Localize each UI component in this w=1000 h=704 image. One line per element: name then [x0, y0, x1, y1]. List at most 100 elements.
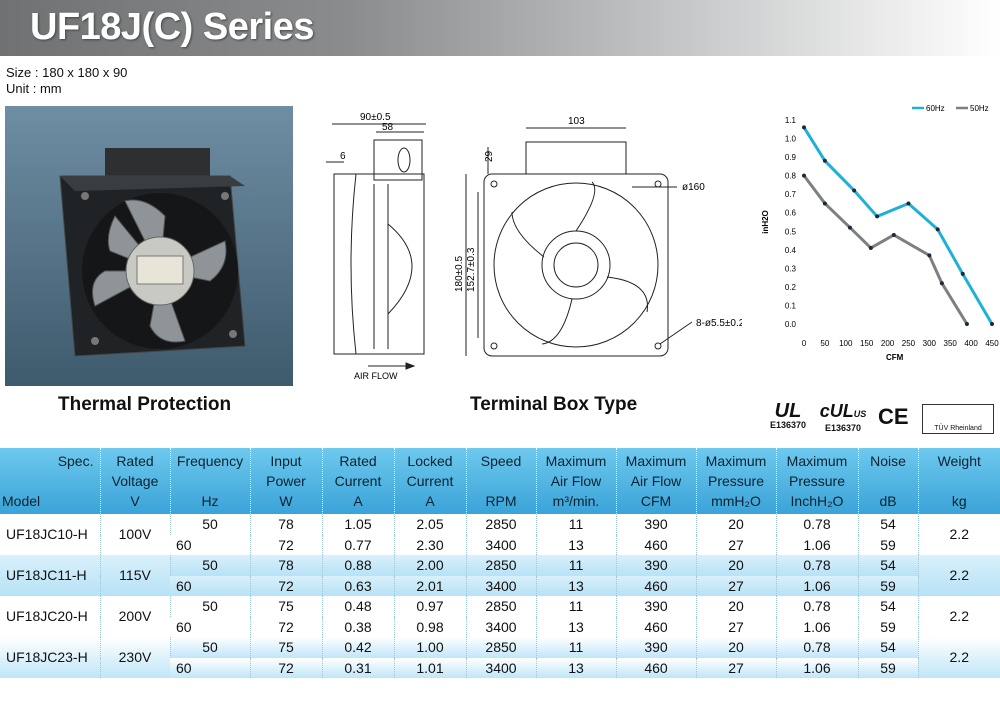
header-model: Model — [2, 493, 41, 509]
size-label: Size : 180 x 180 x 90 — [6, 65, 128, 80]
cell-airflow-m3: 11 — [535, 514, 616, 535]
cell-noise: 54 — [857, 637, 918, 658]
page-title: UF18J(C) Series — [30, 6, 314, 48]
x-tick-label: 200 — [881, 339, 895, 348]
tuv-mark-label: TÜV Rheinland — [934, 425, 982, 432]
cell-model: UF18JC10-H — [0, 514, 100, 555]
data-point — [939, 281, 944, 286]
y-tick-label: 0.7 — [785, 190, 797, 199]
ul-cert-1: UL E136370 — [769, 400, 807, 430]
cell-airflow-m3: 13 — [535, 534, 616, 555]
caption-terminal: Terminal Box Type — [470, 394, 638, 415]
cell-weight: 2.2 — [917, 555, 1000, 596]
title-banner: UF18J(C) Series — [0, 0, 1000, 56]
cell-power: 75 — [249, 637, 322, 658]
table-row: UF18JC20-H 200V 50 75 0.48 0.97 2850 11 390 20 0.7… — [0, 596, 1000, 637]
cell-noise: 59 — [857, 616, 918, 637]
cell-airflow-cfm: 390 — [615, 596, 696, 617]
cell-pressure-in: 0.78 — [775, 596, 858, 617]
cell-frequency: 50 — [169, 555, 250, 576]
cell-voltage: 115V — [99, 555, 170, 596]
y-tick-label: 0.5 — [785, 227, 797, 236]
ul-cert-2: cULUS E136370 — [819, 401, 867, 433]
dim-front-diameter: ø160 — [682, 182, 705, 193]
cell-speed: 3400 — [465, 616, 536, 637]
data-point — [875, 214, 880, 219]
cell-pressure-mm: 27 — [695, 616, 776, 637]
data-point — [802, 125, 806, 130]
data-point — [960, 271, 965, 276]
cell-frequency: 60 — [170, 657, 250, 678]
cell-voltage: 230V — [99, 637, 170, 678]
series-line — [802, 174, 969, 325]
series-line — [802, 126, 994, 325]
cell-power: 72 — [249, 616, 322, 637]
cell-noise: 54 — [857, 596, 918, 617]
cell-airflow-m3: 11 — [535, 555, 616, 576]
cell-speed: 2850 — [465, 514, 536, 535]
cell-current: 0.38 — [321, 616, 394, 637]
data-point — [822, 201, 827, 206]
data-point — [868, 245, 873, 250]
cell-speed: 2850 — [465, 596, 536, 617]
cell-current: 0.88 — [321, 555, 394, 576]
data-point — [847, 225, 852, 230]
cell-locked-current: 2.00 — [393, 555, 466, 576]
cell-pressure-in: 0.78 — [775, 555, 858, 576]
x-tick-label: 50 — [820, 339, 829, 348]
data-point — [935, 227, 940, 232]
air-flow-label: AIR FLOW — [354, 371, 398, 381]
cell-airflow-cfm: 390 — [615, 637, 696, 658]
cell-airflow-m3: 13 — [535, 657, 616, 678]
cell-locked-current: 1.00 — [393, 637, 466, 658]
cell-voltage: 100V — [99, 514, 170, 555]
x-tick-label: 300 — [923, 339, 937, 348]
cell-airflow-cfm: 460 — [615, 575, 696, 596]
cell-pressure-in: 0.78 — [775, 514, 858, 535]
cell-power: 72 — [249, 575, 322, 596]
cell-voltage: 200V — [99, 596, 170, 637]
ce-mark: CE — [878, 404, 909, 429]
cell-power: 78 — [249, 514, 322, 535]
cell-pressure-in: 1.06 — [775, 657, 858, 678]
y-tick-label: 0.6 — [785, 209, 797, 218]
cell-frequency: 50 — [169, 596, 250, 617]
data-point — [927, 253, 932, 258]
ul-cert-2-number: E136370 — [824, 423, 862, 433]
cell-airflow-m3: 13 — [535, 616, 616, 637]
cell-pressure-in: 1.06 — [775, 534, 858, 555]
ul-cert-1-number: E136370 — [769, 420, 807, 430]
cell-noise: 59 — [857, 534, 918, 555]
data-point — [891, 232, 896, 237]
table-row: UF18JC11-H 115V 50 78 0.88 2.00 2850 11 390 20 0.7… — [0, 555, 1000, 596]
tuv-mark: TÜV Rheinland — [922, 404, 994, 434]
header-airflow-cfm: Maximum Air Flow CFM — [615, 448, 696, 514]
side-view-drawing: 90±0.5 58 6 AIR FLOW — [326, 112, 426, 381]
cell-weight: 2.2 — [917, 637, 1000, 678]
dim-side-inner: 58 — [382, 122, 394, 133]
cell-pressure-mm: 20 — [695, 555, 776, 576]
cell-power: 75 — [249, 596, 322, 617]
cell-locked-current: 1.01 — [393, 657, 466, 678]
header-locked: Locked Current A — [393, 448, 466, 514]
dim-front-box: 103 — [568, 116, 585, 127]
cell-model: UF18JC23-H — [0, 637, 100, 678]
cell-airflow-m3: 11 — [535, 596, 616, 617]
pressure-flow-chart: 0.0 0.1 0.2 0.3 0.4 0.5 0.6 0.7 0.8 0.9 1.0 1.1 0 50 1… — [761, 104, 999, 362]
table-row: 60 72 0.77 2.30 3400 13 460 27 1.06 59 — [0, 534, 1000, 555]
cell-speed: 3400 — [465, 534, 536, 555]
x-tick-label: 400 — [964, 339, 978, 348]
table-row: 60 72 0.38 0.98 3400 13 460 27 1.06 59 — [0, 616, 1000, 637]
data-point — [990, 322, 994, 326]
y-tick-label: 0.3 — [785, 264, 797, 273]
cell-pressure-mm: 27 — [695, 534, 776, 555]
cell-weight: 2.2 — [917, 596, 1000, 637]
table-row: UF18JC23-H 230V 50 75 0.42 1.00 2850 11 390 20 0.7… — [0, 637, 1000, 678]
data-point — [802, 173, 806, 178]
cell-frequency: 50 — [169, 637, 250, 658]
cell-model: UF18JC11-H — [0, 555, 100, 596]
cell-frequency: 60 — [170, 616, 250, 637]
cell-pressure-mm: 20 — [695, 514, 776, 535]
cell-power: 72 — [249, 657, 322, 678]
cell-pressure-mm: 27 — [695, 575, 776, 596]
